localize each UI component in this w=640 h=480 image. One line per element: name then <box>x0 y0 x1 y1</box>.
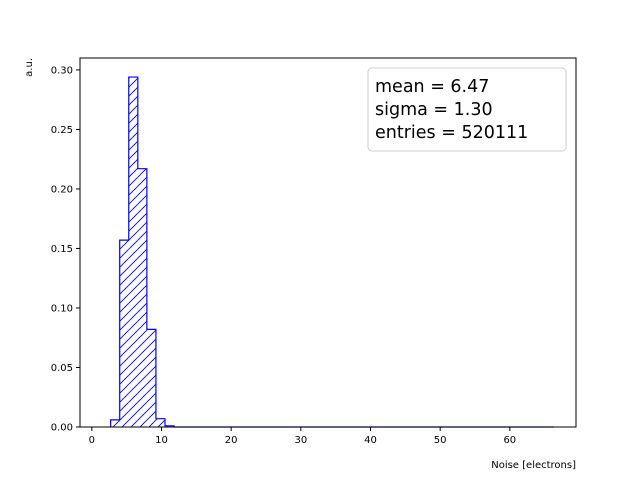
plot-frame <box>79 57 577 428</box>
histogram-bar <box>137 168 147 427</box>
stats-box: mean = 6.47 sigma = 1.30 entries = 52011… <box>367 67 567 152</box>
x-tick-label: 0 <box>89 435 95 446</box>
stats-entries: entries = 520111 <box>375 123 528 143</box>
x-axis-ticks: 0 10 20 30 40 50 60 <box>89 427 516 446</box>
y-tick-label: 0.05 <box>51 363 73 374</box>
histogram-bar <box>110 419 120 427</box>
histogram-outline <box>110 76 554 428</box>
y-tick-label: 0.25 <box>51 125 73 136</box>
x-tick-label: 30 <box>294 435 307 446</box>
x-tick-label: 50 <box>434 435 447 446</box>
stats-mean: mean = 6.47 <box>375 77 489 97</box>
histogram-bar <box>146 329 156 427</box>
x-tick-label: 10 <box>155 435 168 446</box>
stats-sigma: sigma = 1.30 <box>375 100 493 120</box>
x-axis-label: Noise [electrons] <box>491 460 576 471</box>
histogram-bar <box>119 240 129 427</box>
x-tick-label: 40 <box>364 435 377 446</box>
y-tick-label: 0.30 <box>51 65 73 76</box>
y-axis-label: a.u. <box>24 58 35 77</box>
y-tick-label: 0.10 <box>51 303 73 314</box>
histogram-bar <box>155 418 165 427</box>
y-tick-label: 0.00 <box>51 423 73 434</box>
stats-box-frame <box>367 67 567 152</box>
x-tick-label: 60 <box>503 435 516 446</box>
histogram-bar <box>128 77 138 427</box>
y-tick-label: 0.15 <box>51 244 73 255</box>
y-tick-label: 0.20 <box>51 184 73 195</box>
y-axis-ticks: 0.00 0.05 0.10 0.15 0.20 0.25 0.30 <box>51 65 80 434</box>
x-tick-label: 20 <box>225 435 238 446</box>
